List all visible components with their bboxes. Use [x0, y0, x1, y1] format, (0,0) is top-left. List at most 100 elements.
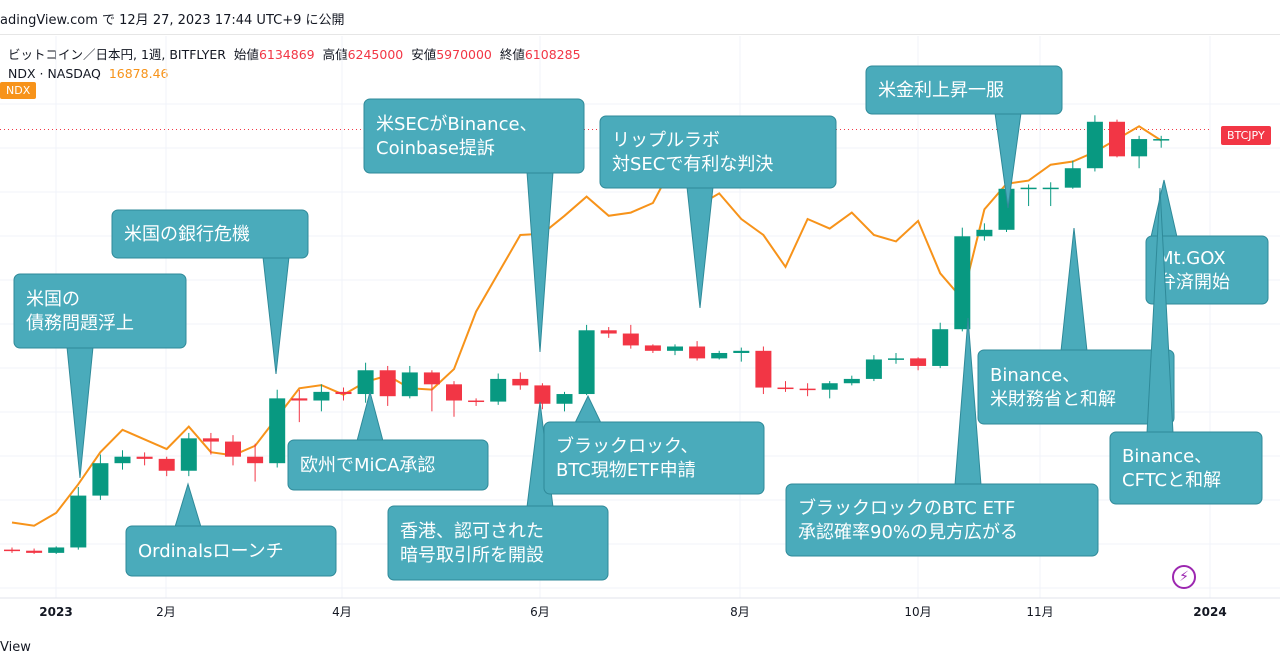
x-axis: 2023 2月 4月 6月 8月 10月 11月 2024	[39, 605, 1226, 619]
candle-body	[1086, 121, 1103, 169]
candle	[755, 346, 772, 395]
candle	[4, 547, 20, 553]
candle-body	[1064, 168, 1081, 188]
candle-body	[622, 333, 639, 346]
open-value: 6134869	[258, 47, 315, 62]
candle-body	[291, 398, 308, 401]
candle	[180, 432, 197, 477]
callout-box	[977, 349, 1175, 425]
callout: ブラックロックのBTC ETF 承認確率90%の見方広がる	[785, 317, 1099, 557]
candle	[401, 365, 418, 399]
candle	[821, 381, 838, 399]
callout: Binance、 CFTCと和解	[1109, 187, 1263, 505]
x-tick-label: 2023	[39, 605, 72, 619]
callout: Ordinalsローンチ	[125, 482, 337, 577]
ndx-value: 16878.46	[108, 66, 169, 81]
open-label: 始値	[233, 47, 259, 62]
candle-body	[468, 400, 485, 403]
candle-body	[711, 352, 728, 359]
candle	[1020, 184, 1037, 207]
close-label: 終値	[499, 47, 525, 62]
callout-text: Ordinalsローンチ	[138, 541, 284, 562]
callout-pointer	[356, 390, 384, 442]
candle-body	[490, 378, 507, 402]
candle-body	[556, 394, 573, 404]
candle-body	[644, 345, 661, 351]
callout-text: Coinbase提訴	[376, 138, 495, 159]
callout-text: CFTCと和解	[1122, 470, 1221, 491]
callout: Mt.GOX 弁済開始	[1145, 179, 1269, 305]
top-bar: adingView.com で 12月 27, 2023 17:44 UTC+9…	[0, 0, 1280, 35]
candle-body	[247, 456, 264, 464]
candle-body	[401, 372, 418, 397]
callout-text: ブラックロックのBTC ETF	[798, 497, 1015, 519]
candle	[446, 381, 462, 417]
candle	[843, 375, 860, 386]
candle-body	[954, 236, 971, 330]
candle	[865, 355, 882, 382]
x-tick-label: 6月	[530, 605, 550, 619]
callout-text: Mt.GOX	[1158, 248, 1226, 269]
candle-body	[202, 438, 219, 442]
callout-text: 欧州でMiCA承認	[300, 455, 435, 476]
candle	[644, 344, 661, 353]
candle-body	[180, 438, 197, 471]
candle-body	[335, 391, 352, 395]
callout-pointer	[1060, 227, 1088, 352]
callout-text: 暗号取引所を開設	[400, 545, 544, 566]
callout-pointer	[262, 256, 290, 375]
callout-box	[1109, 431, 1263, 505]
callout-box	[387, 505, 609, 581]
candle	[291, 389, 308, 423]
callout: 米金利上昇一服	[865, 65, 1063, 209]
candle	[92, 454, 109, 500]
callout-box	[111, 209, 309, 259]
callout-pointer	[526, 171, 554, 353]
candle	[247, 443, 264, 482]
callout-text: 承認確率90%の見方広がる	[798, 522, 1018, 543]
callout: 米国の銀行危機	[111, 209, 309, 375]
candle-body	[1153, 139, 1170, 141]
candle-body	[225, 441, 241, 457]
candle	[622, 324, 639, 349]
candle-body	[976, 229, 993, 237]
callout-text: 米SECがBinance、	[376, 114, 538, 135]
candle	[600, 327, 617, 338]
candle-body	[4, 549, 20, 552]
candle-body	[269, 398, 286, 464]
candle-body	[379, 370, 396, 397]
lightning-icon[interactable]: ⚡	[1172, 565, 1196, 589]
x-tick-label: 10月	[904, 605, 931, 619]
callout-box	[125, 525, 337, 577]
candle	[1131, 135, 1148, 169]
candle	[689, 341, 706, 361]
callout-box	[865, 65, 1063, 115]
callout-text: 米国の	[26, 289, 80, 310]
callout-text: 香港、認可された	[400, 521, 544, 542]
callout-pointer	[1150, 179, 1178, 238]
candle	[976, 223, 993, 241]
x-tick-label: 2月	[156, 605, 176, 619]
candle-body	[534, 385, 551, 404]
callout-text: リップルラボ	[612, 130, 720, 151]
candle	[954, 227, 971, 332]
candle	[534, 383, 551, 410]
candle	[379, 365, 396, 406]
callout-text: BTC現物ETF申請	[556, 460, 696, 481]
candle	[1109, 119, 1125, 158]
candle-body	[821, 383, 838, 390]
candle-body	[600, 330, 617, 334]
candle	[910, 357, 927, 371]
candle	[733, 347, 750, 362]
callout-box	[363, 98, 585, 174]
x-tick-label: 11月	[1026, 605, 1053, 619]
candle	[70, 486, 87, 550]
candle	[269, 389, 286, 468]
symbol-name: ビットコイン／日本円, 1週, BITFLYER	[8, 47, 226, 62]
candle-body	[578, 330, 595, 395]
candle-body	[313, 391, 330, 401]
candle-body	[755, 350, 772, 388]
callout-text: ブラックロック、	[556, 435, 698, 457]
